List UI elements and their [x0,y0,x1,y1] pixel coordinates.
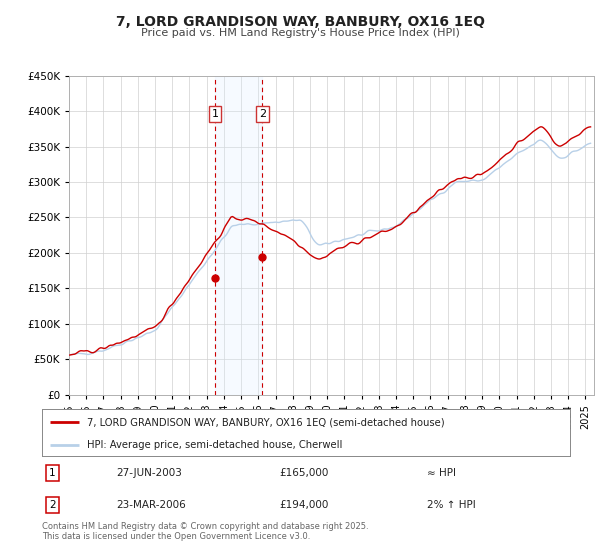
Text: 2: 2 [49,500,56,510]
Text: 7, LORD GRANDISON WAY, BANBURY, OX16 1EQ: 7, LORD GRANDISON WAY, BANBURY, OX16 1EQ [115,15,485,29]
Text: 2% ↑ HPI: 2% ↑ HPI [427,500,476,510]
Text: 1: 1 [49,468,56,478]
Text: 7, LORD GRANDISON WAY, BANBURY, OX16 1EQ (semi-detached house): 7, LORD GRANDISON WAY, BANBURY, OX16 1EQ… [87,417,445,427]
Text: 27-JUN-2003: 27-JUN-2003 [116,468,182,478]
Text: HPI: Average price, semi-detached house, Cherwell: HPI: Average price, semi-detached house,… [87,440,342,450]
Text: £165,000: £165,000 [280,468,329,478]
Text: 2: 2 [259,109,266,119]
Text: 23-MAR-2006: 23-MAR-2006 [116,500,185,510]
Text: Price paid vs. HM Land Registry's House Price Index (HPI): Price paid vs. HM Land Registry's House … [140,28,460,38]
Bar [215,76,262,395]
Text: Contains HM Land Registry data © Crown copyright and database right 2025.
This d: Contains HM Land Registry data © Crown c… [42,522,368,542]
Text: £194,000: £194,000 [280,500,329,510]
Text: 1: 1 [212,109,218,119]
Text: ≈ HPI: ≈ HPI [427,468,457,478]
